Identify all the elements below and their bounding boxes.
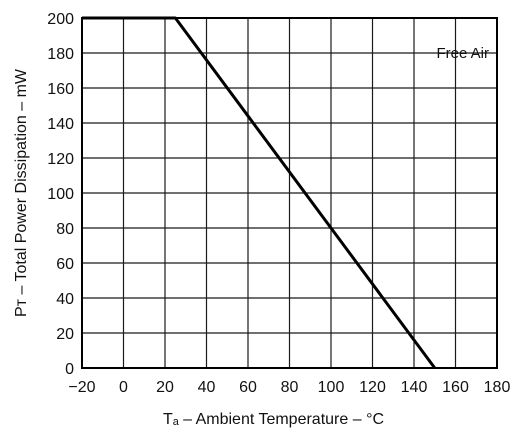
x-tick-label: 20 — [156, 379, 174, 396]
plot-border — [81, 17, 498, 369]
y-tick-label: 180 — [47, 46, 74, 63]
series-line — [82, 16, 436, 369]
y-tick-label: 80 — [56, 221, 74, 238]
x-tick-labels: −20 0 20 40 60 80 100 120 140 160 180 — [68, 379, 510, 396]
x-tick-label: 120 — [359, 379, 386, 396]
series — [82, 16, 436, 369]
y-tick-label: 60 — [56, 256, 74, 273]
x-tick-label: 40 — [198, 379, 216, 396]
y-tick-label: 40 — [56, 291, 74, 308]
x-axis-label: Tₐ – Ambient Temperature – °C — [163, 411, 384, 428]
y-tick-label: 120 — [47, 151, 74, 168]
annotation-free-air: Free Air — [436, 45, 489, 62]
x-tick-label: 100 — [318, 379, 345, 396]
x-tick-label: 0 — [119, 379, 128, 396]
x-tick-label: 180 — [484, 379, 511, 396]
y-tick-label: 140 — [47, 116, 74, 133]
y-tick-label: 160 — [47, 81, 74, 98]
y-tick-label: 100 — [47, 186, 74, 203]
x-tick-label: 140 — [401, 379, 428, 396]
x-tick-label: 80 — [281, 379, 299, 396]
y-tick-labels: 0 20 40 60 80 100 120 140 160 180 200 — [47, 11, 74, 378]
y-tick-label: 200 — [47, 11, 74, 28]
grid — [81, 17, 498, 369]
y-tick-label: 0 — [65, 361, 74, 378]
x-tick-label: 160 — [442, 379, 469, 396]
plot-frame — [81, 17, 498, 369]
x-tick-label: 60 — [239, 379, 257, 396]
y-tick-label: 20 — [56, 326, 74, 343]
y-axis-label: Pᴛ – Total Power Dissipation – mW — [13, 68, 30, 317]
x-tick-label: −20 — [68, 379, 95, 396]
